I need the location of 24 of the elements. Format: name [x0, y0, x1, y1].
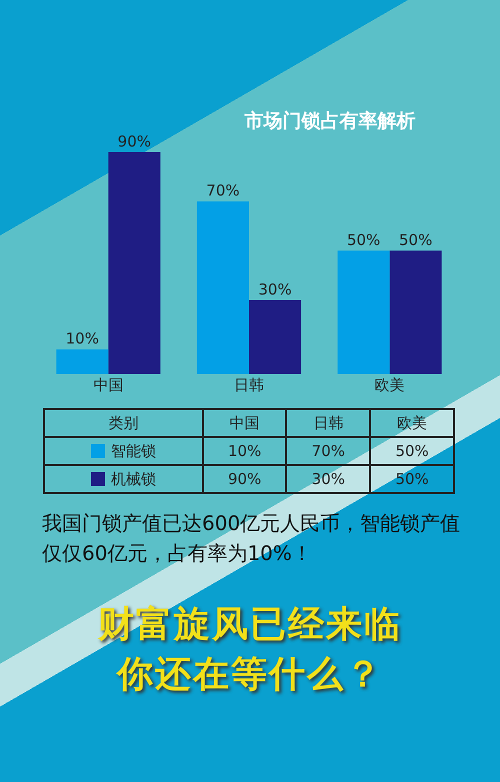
category-label: 欧美	[397, 414, 428, 432]
category-label: 日韩	[313, 414, 344, 432]
text: 你还在等什么？	[115, 653, 384, 697]
legend-title: 类别	[44, 409, 203, 437]
text: 10%	[228, 442, 262, 460]
text: 财富旋风已经来临	[96, 603, 403, 647]
text: 50%	[395, 442, 429, 460]
category-label: 中国	[230, 414, 260, 432]
x-tick-label: 日韩	[234, 377, 264, 394]
data-label: 10%	[66, 330, 99, 348]
chart-title: 市场门锁占有率解析	[244, 109, 416, 134]
x-tick-label: 中国	[93, 377, 124, 394]
text: 50%	[395, 470, 429, 488]
text: 70%	[312, 442, 346, 460]
data-label: 70%	[206, 182, 240, 200]
data-label: 50%	[399, 231, 432, 250]
data-label: 50%	[346, 231, 380, 250]
data-label: 90%	[118, 132, 152, 150]
text: 30%	[312, 470, 346, 488]
data-label: 30%	[258, 280, 292, 298]
legend-label: 机械锁	[44, 465, 203, 493]
text: 90%	[228, 470, 262, 488]
x-tick-label: 欧美	[374, 377, 405, 394]
legend-label: 智能锁	[44, 437, 203, 465]
